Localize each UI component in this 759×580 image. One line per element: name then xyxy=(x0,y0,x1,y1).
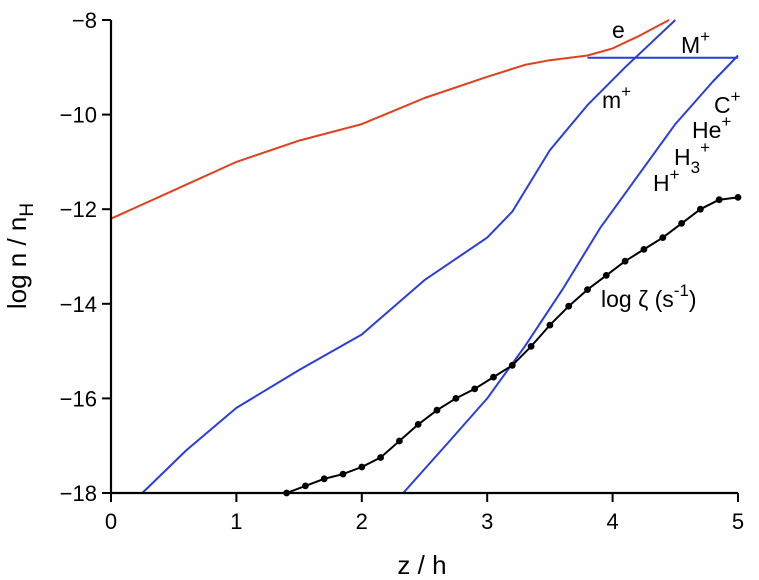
series-line-zeta xyxy=(286,196,739,494)
zeta-point xyxy=(621,257,629,265)
zeta-point xyxy=(678,220,685,227)
zeta-point xyxy=(339,470,347,478)
label-He-plus: He+ xyxy=(692,112,731,143)
y-tick-label: −18 xyxy=(60,481,97,506)
series-labels: e M+ m+ C+ He+ H3+ H+ log ζ (s-1) xyxy=(601,17,741,312)
label-m-plus: m+ xyxy=(602,82,631,113)
label-M-plus: M+ xyxy=(681,27,710,58)
x-tick-label: 3 xyxy=(481,509,493,534)
zeta-point xyxy=(490,373,497,381)
y-tick-label: −12 xyxy=(60,197,97,222)
zeta-point xyxy=(715,196,723,204)
zeta-point xyxy=(584,286,591,293)
x-tick-label: 0 xyxy=(105,509,117,534)
zeta-point xyxy=(302,482,309,490)
label-H-plus: H+ xyxy=(653,165,680,196)
label-H3-plus: H3+ xyxy=(674,138,710,177)
series-line-c-he-h3-h- xyxy=(402,54,739,494)
zeta-point xyxy=(452,395,460,402)
y-tick-label: −8 xyxy=(72,8,97,33)
zeta-point xyxy=(508,361,516,369)
axes: 0 1 2 3 4 5 −18 −16 −14 −12 −10 −8 xyxy=(60,8,744,534)
zeta-point xyxy=(433,406,441,414)
x-tick-label: 4 xyxy=(606,509,618,534)
label-log-zeta: log ζ (s-1) xyxy=(601,281,697,312)
zeta-point xyxy=(358,463,366,471)
zeta-point xyxy=(565,302,573,310)
zeta-point xyxy=(546,321,554,329)
x-tick-label: 1 xyxy=(230,509,242,534)
series-line-e xyxy=(110,19,670,220)
zeta-point xyxy=(527,343,535,350)
zeta-point xyxy=(414,421,422,428)
y-tick-label: −14 xyxy=(60,292,97,317)
zeta-point xyxy=(734,194,742,201)
label-e: e xyxy=(612,17,625,43)
zeta-point xyxy=(659,234,667,242)
label-C-plus: C+ xyxy=(714,87,741,118)
zeta-point xyxy=(377,454,384,461)
series-line-m- xyxy=(141,19,676,494)
y-tick-label: −16 xyxy=(60,386,97,411)
x-tick-label: 5 xyxy=(732,509,744,534)
zeta-point xyxy=(396,437,403,445)
zeta-point xyxy=(602,272,610,279)
zeta-point xyxy=(697,205,704,213)
plot-lines xyxy=(110,19,742,497)
zeta-point xyxy=(471,385,479,393)
y-tick-label: −10 xyxy=(60,103,97,128)
zeta-point xyxy=(320,475,328,483)
y-axis-title: log n / nH xyxy=(2,203,38,309)
zeta-point xyxy=(640,246,648,253)
x-tick-label: 2 xyxy=(356,509,368,534)
x-axis-title: z / h xyxy=(397,550,446,580)
